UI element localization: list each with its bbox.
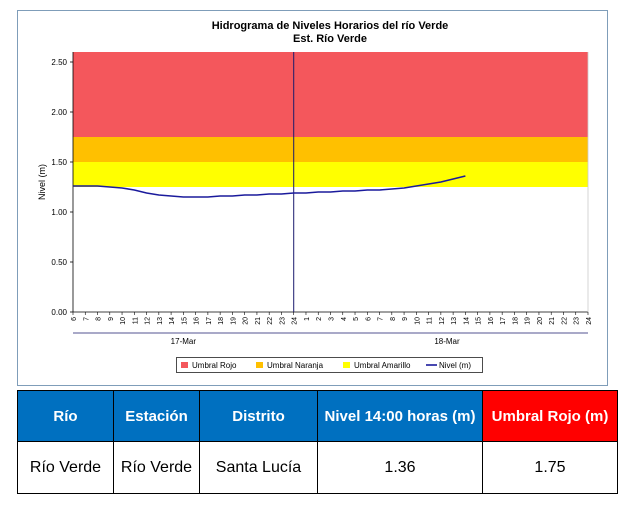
legend-label: Umbral Rojo <box>192 361 237 370</box>
chart-title: Hidrograma de Niveles Horarios del río V… <box>212 20 449 32</box>
header-cell: Nivel 14:00 horas (m) <box>317 390 483 442</box>
cell: Santa Lucía <box>199 441 318 494</box>
x-tick-label: 23 <box>574 317 581 325</box>
header-cell: Distrito <box>199 390 318 442</box>
y-axis-label: Nivel (m) <box>37 164 47 200</box>
y-tick-label: 0.50 <box>51 258 67 267</box>
x-tick-label: 7 <box>378 317 385 321</box>
x-group-label: 17-Mar <box>171 337 197 346</box>
chart-subtitle: Est. Río Verde <box>293 33 367 45</box>
x-tick-label: 14 <box>169 317 176 325</box>
header-cell: Estación <box>113 390 200 442</box>
legend-swatch <box>181 362 188 368</box>
x-tick-label: 4 <box>341 317 348 321</box>
cell: 1.75 <box>482 441 618 494</box>
x-tick-label: 11 <box>132 317 139 324</box>
x-group-label: 18-Mar <box>434 337 460 346</box>
y-tick-label: 0.00 <box>51 308 67 317</box>
x-tick-label: 21 <box>549 317 556 325</box>
x-tick-label: 22 <box>267 317 274 325</box>
x-tick-label: 22 <box>561 317 568 325</box>
x-tick-label: 23 <box>279 317 286 325</box>
x-tick-label: 9 <box>402 317 409 321</box>
table-header: Río Estación Distrito Nivel 14:00 horas … <box>17 390 618 442</box>
y-tick-label: 2.00 <box>51 108 67 117</box>
x-tick-label: 13 <box>451 317 458 325</box>
x-tick-label: 16 <box>194 317 201 325</box>
x-tick-label: 6 <box>71 317 78 321</box>
legend <box>176 357 483 373</box>
x-tick-label: 7 <box>83 317 90 321</box>
x-tick-label: 12 <box>145 317 152 325</box>
x-tick-label: 9 <box>108 317 115 321</box>
y-tick-label: 1.50 <box>51 158 67 167</box>
x-tick-label: 17 <box>500 317 507 325</box>
x-tick-label: 11 <box>427 317 434 324</box>
x-tick-label: 19 <box>230 317 237 325</box>
x-tick-label: 24 <box>292 317 299 325</box>
cell: 1.36 <box>317 441 483 494</box>
x-tick-label: 13 <box>157 317 164 325</box>
x-tick-label: 6 <box>365 317 372 321</box>
line-series <box>73 175 466 198</box>
header-cell: Umbral Rojo (m) <box>482 390 618 442</box>
x-tick-label: 10 <box>414 317 421 325</box>
cell: Río Verde <box>113 441 200 494</box>
data-table: Río Estación Distrito Nivel 14:00 horas … <box>17 390 618 494</box>
y-tick-label: 1.00 <box>51 208 67 217</box>
x-tick-label: 18 <box>512 317 519 325</box>
x-tick-label: 21 <box>255 317 262 325</box>
x-tick-label: 15 <box>181 317 188 325</box>
legend-label: Nivel (m) <box>439 361 471 370</box>
x-tick-label: 14 <box>463 317 470 325</box>
x-tick-label: 1 <box>304 317 311 321</box>
x-tick-label: 12 <box>439 317 446 325</box>
x-tick-label: 15 <box>476 317 483 325</box>
cell: Río Verde <box>17 441 114 494</box>
x-tick-label: 24 <box>586 317 593 325</box>
legend-swatch <box>343 362 350 368</box>
x-tick-label: 8 <box>96 317 103 321</box>
x-tick-label: 8 <box>390 317 397 321</box>
threshold-band <box>73 137 588 162</box>
x-tick-label: 20 <box>243 317 250 325</box>
legend-label: Umbral Amarillo <box>354 361 411 370</box>
x-tick-label: 2 <box>316 317 323 321</box>
legend-label: Umbral Naranja <box>267 361 324 370</box>
x-tick-label: 3 <box>329 317 336 321</box>
x-tick-label: 19 <box>525 317 532 325</box>
threshold-band <box>73 162 588 187</box>
table-row: Río Verde Río Verde Santa Lucía 1.36 1.7… <box>17 441 618 494</box>
x-tick-label: 5 <box>353 317 360 321</box>
legend-swatch <box>256 362 263 368</box>
x-tick-label: 10 <box>120 317 127 325</box>
x-tick-label: 18 <box>218 317 225 325</box>
x-tick-label: 20 <box>537 317 544 325</box>
chart: Hidrograma de Niveles Horarios del río V… <box>17 10 608 386</box>
threshold-band <box>73 52 588 137</box>
y-tick-label: 2.50 <box>51 58 67 67</box>
x-tick-label: 17 <box>206 317 213 325</box>
x-tick-label: 16 <box>488 317 495 325</box>
header-cell: Río <box>17 390 114 442</box>
